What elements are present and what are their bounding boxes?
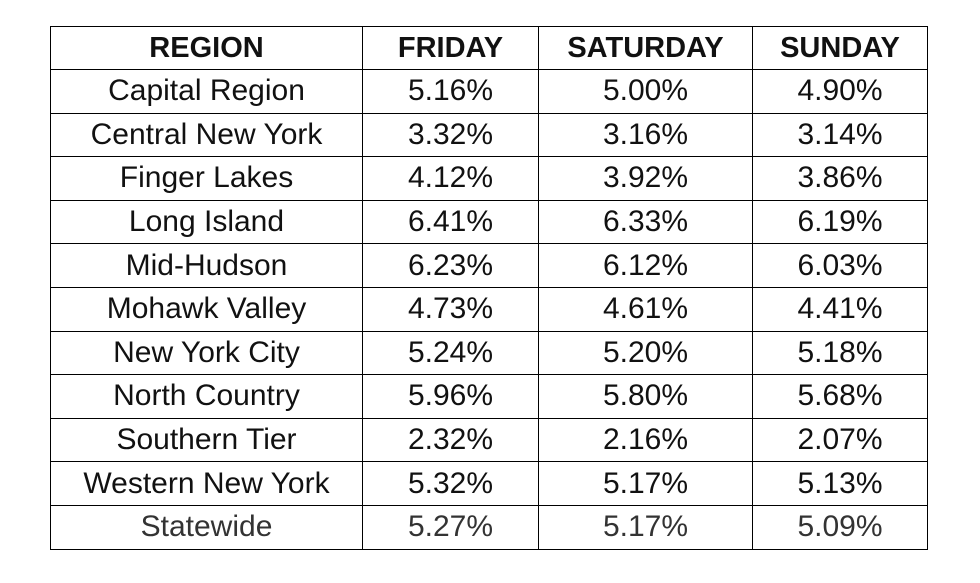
rate-cell: 3.86% xyxy=(752,156,928,201)
column-header: SATURDAY xyxy=(538,26,753,70)
table-row: Statewide 5.27% 5.17% 5.09% xyxy=(50,504,928,550)
rate-cell: 6.23% xyxy=(362,243,539,288)
rate-cell: 5.32% xyxy=(362,461,539,506)
rate-cell: 4.73% xyxy=(362,286,539,332)
rate-cell: 6.19% xyxy=(752,199,928,245)
table-row: Capital Region 5.16% 5.00% 4.90% xyxy=(50,69,928,114)
table-row: Mohawk Valley 4.73% 4.61% 4.41% xyxy=(50,286,928,332)
rate-cell: 5.09% xyxy=(752,504,928,550)
rate-cell: 3.92% xyxy=(538,156,753,201)
rate-cell: 5.20% xyxy=(538,330,753,376)
rate-cell: 5.18% xyxy=(752,330,928,376)
rate-cell: 6.33% xyxy=(538,199,753,245)
rate-cell: 4.90% xyxy=(752,69,928,114)
rate-cell: 5.24% xyxy=(362,330,539,376)
region-cell: Long Island xyxy=(50,199,363,245)
rate-cell: 5.13% xyxy=(752,461,928,506)
rate-cell: 5.27% xyxy=(362,504,539,550)
rate-cell: 5.17% xyxy=(538,504,753,550)
region-cell: New York City xyxy=(50,330,363,376)
table-row: North Country 5.96% 5.80% 5.68% xyxy=(50,374,928,419)
rate-cell: 2.07% xyxy=(752,417,928,463)
column-header: FRIDAY xyxy=(362,26,539,70)
region-cell: Western New York xyxy=(50,461,363,506)
rate-cell: 3.16% xyxy=(538,112,753,158)
rate-cell: 6.12% xyxy=(538,243,753,288)
rate-cell: 2.16% xyxy=(538,417,753,463)
data-table: REGION FRIDAY SATURDAY SUNDAY Capital Regio… xyxy=(50,26,928,550)
rate-cell: 5.68% xyxy=(752,374,928,419)
region-cell: Mohawk Valley xyxy=(50,286,363,332)
table-row: New York City 5.24% 5.20% 5.18% xyxy=(50,330,928,376)
region-cell: Capital Region xyxy=(50,69,363,114)
rate-cell: 6.41% xyxy=(362,199,539,245)
table-row: Finger Lakes 4.12% 3.92% 3.86% xyxy=(50,156,928,201)
table-row: Western New York 5.32% 5.17% 5.13% xyxy=(50,461,928,506)
region-cell: Statewide xyxy=(50,504,363,550)
region-cell: Finger Lakes xyxy=(50,156,363,201)
rate-cell: 5.16% xyxy=(362,69,539,114)
rate-cell: 5.96% xyxy=(362,374,539,419)
rate-cell: 4.61% xyxy=(538,286,753,332)
rate-cell: 5.17% xyxy=(538,461,753,506)
table-row: Long Island 6.41% 6.33% 6.19% xyxy=(50,199,928,245)
rate-cell: 3.14% xyxy=(752,112,928,158)
table-head: REGION FRIDAY SATURDAY SUNDAY xyxy=(50,26,928,70)
region-cell: Central New York xyxy=(50,112,363,158)
region-cell: North Country xyxy=(50,374,363,419)
table-body: Capital Region 5.16% 5.00% 4.90% Central New… xyxy=(50,69,928,550)
column-header: REGION xyxy=(50,26,363,70)
rate-cell: 5.80% xyxy=(538,374,753,419)
rate-cell: 4.12% xyxy=(362,156,539,201)
table-row: Mid-Hudson 6.23% 6.12% 6.03% xyxy=(50,243,928,288)
rate-cell: 2.32% xyxy=(362,417,539,463)
region-cell: Mid-Hudson xyxy=(50,243,363,288)
region-cell: Southern Tier xyxy=(50,417,363,463)
table-row: Central New York 3.32% 3.16% 3.14% xyxy=(50,112,928,158)
rate-cell: 3.32% xyxy=(362,112,539,158)
column-header: SUNDAY xyxy=(752,26,928,70)
rate-cell: 4.41% xyxy=(752,286,928,332)
rate-cell: 5.00% xyxy=(538,69,753,114)
rate-cell: 6.03% xyxy=(752,243,928,288)
table-row: Southern Tier 2.32% 2.16% 2.07% xyxy=(50,417,928,463)
header-row: REGION FRIDAY SATURDAY SUNDAY xyxy=(50,26,928,70)
